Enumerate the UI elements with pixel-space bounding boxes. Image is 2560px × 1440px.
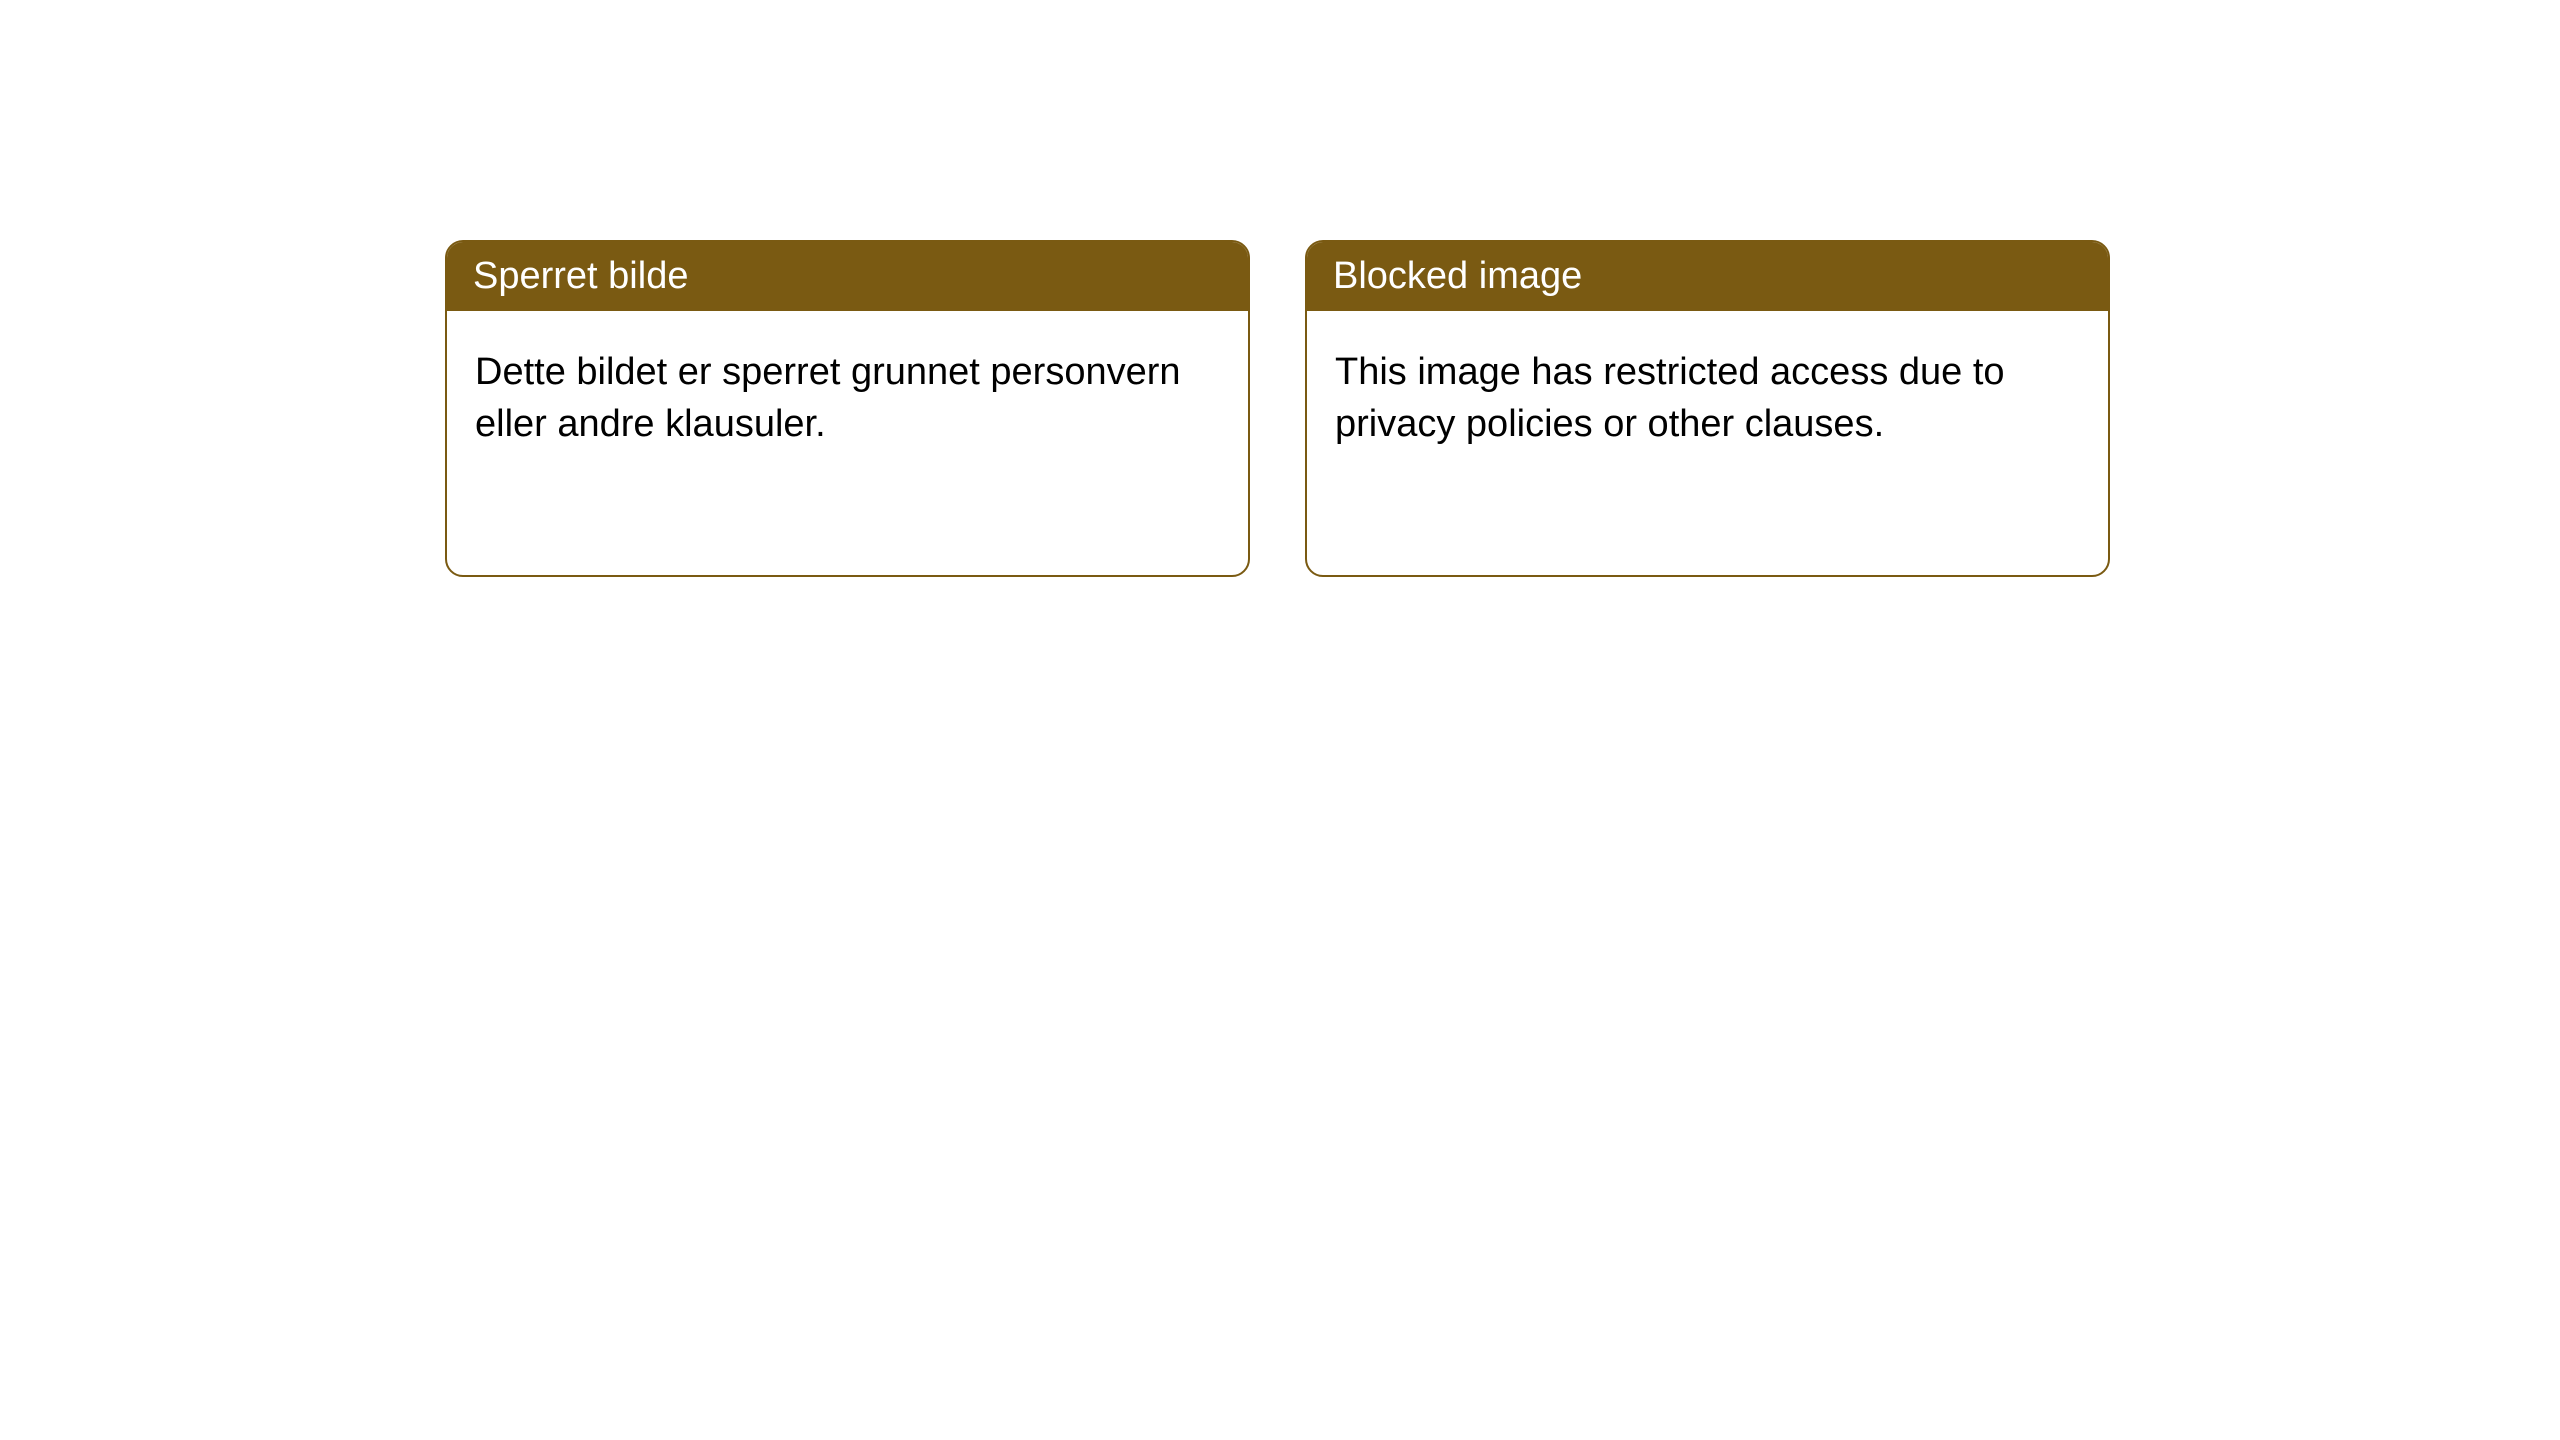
notice-card-english: Blocked image This image has restricted … [1305,240,2110,577]
card-body: Dette bildet er sperret grunnet personve… [447,311,1248,486]
card-body: This image has restricted access due to … [1307,311,2108,486]
card-title: Blocked image [1333,255,1582,297]
card-header: Sperret bilde [447,242,1248,311]
card-body-text: Dette bildet er sperret grunnet personve… [475,351,1181,444]
card-title: Sperret bilde [473,255,688,297]
notice-container: Sperret bilde Dette bildet er sperret gr… [0,0,2560,577]
notice-card-norwegian: Sperret bilde Dette bildet er sperret gr… [445,240,1250,577]
card-body-text: This image has restricted access due to … [1335,351,2005,444]
card-header: Blocked image [1307,242,2108,311]
